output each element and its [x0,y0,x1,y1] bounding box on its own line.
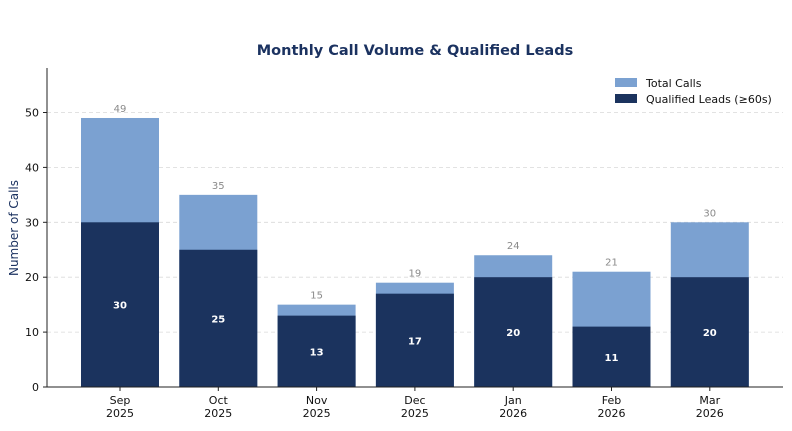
data-label-qualified: 13 [310,347,324,358]
y-tick-label: 50 [25,107,39,120]
data-label-total: 35 [212,181,225,192]
data-label-qualified: 17 [408,336,422,347]
x-tick-label: Nov 2025 [303,394,331,420]
legend-label: Total Calls [645,77,702,90]
x-tick-label: Oct 2025 [204,394,232,420]
data-label-qualified: 30 [113,301,127,312]
data-labels: 49 30 35 25 15 13 19 17 24 20 21 11 30 20 [113,104,717,364]
y-axis-label: Number of Calls [7,180,21,276]
data-label-total: 30 [703,208,716,219]
data-label-total: 24 [507,241,520,252]
data-label-total: 21 [605,258,618,269]
x-tick-label: Dec 2025 [401,394,429,420]
x-tick-label: Mar 2026 [696,394,724,420]
x-tick-label: Feb 2026 [598,394,626,420]
y-tick-label: 10 [25,326,39,339]
legend: Total Calls Qualified Leads (≥60s) [615,77,772,106]
bar-qualified-leads [179,249,258,387]
bars [81,117,749,388]
bar-qualified-leads [670,277,749,387]
legend-label: Qualified Leads (≥60s) [646,93,772,106]
x-tick-label: Sep 2025 [106,394,134,420]
data-label-qualified: 20 [506,328,520,339]
axes: 0 10 20 30 40 50 Sep 2025 Oct 2025 Nov 2025 Dec 2025 J… [25,68,783,420]
legend-swatch [615,78,637,87]
y-tick-label: 20 [25,271,39,284]
bar-qualified-leads [277,315,356,387]
data-label-qualified: 25 [211,314,225,325]
legend-swatch [615,94,637,103]
data-label-total: 49 [114,104,127,115]
data-label-total: 19 [409,269,422,280]
data-label-qualified: 20 [703,328,717,339]
bar-qualified-leads [375,293,454,387]
bar-qualified-leads [474,277,553,387]
bar-qualified-leads [572,326,651,387]
y-tick-label: 0 [32,381,39,394]
chart-title: Monthly Call Volume & Qualified Leads [257,43,573,59]
data-label-qualified: 11 [605,353,619,364]
data-label-total: 15 [310,291,323,302]
y-tick-label: 30 [25,216,39,229]
bar-qualified-leads [81,222,159,387]
x-tick-label: Jan 2026 [499,394,527,420]
y-tick-label: 40 [25,161,39,174]
